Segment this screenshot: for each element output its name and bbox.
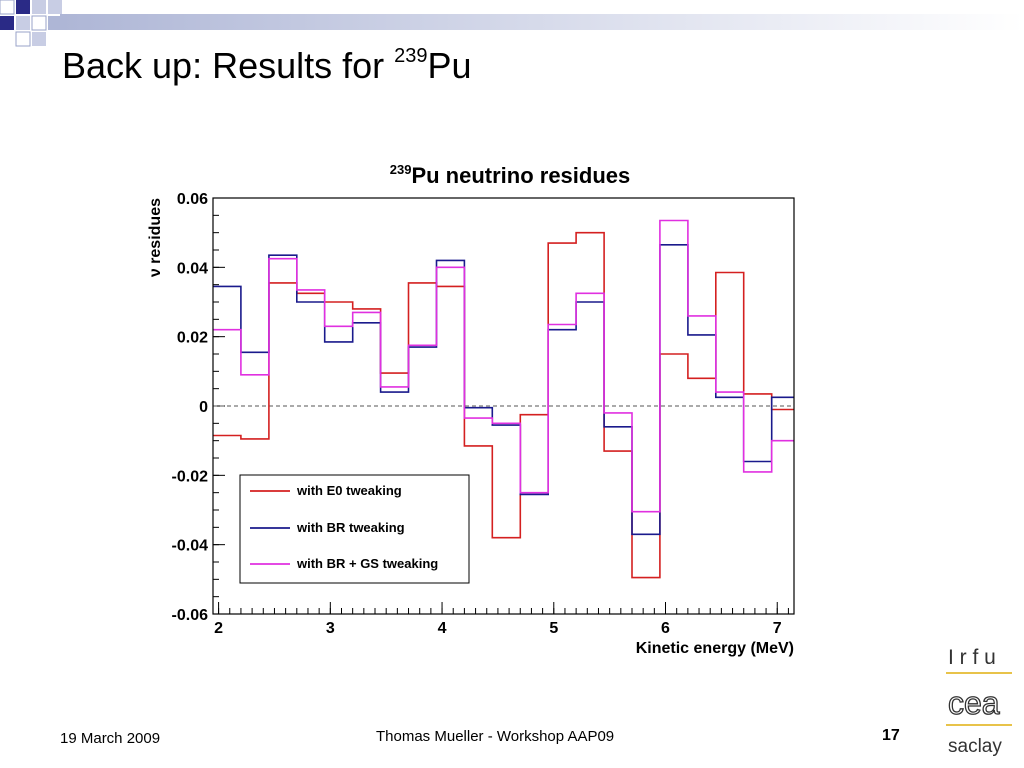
plot-frame bbox=[212, 197, 795, 615]
legend-label: with BR tweaking bbox=[296, 520, 405, 535]
x-tick-label: 5 bbox=[549, 620, 558, 637]
corner-decoration bbox=[0, 0, 1024, 47]
x-tick-label: 2 bbox=[214, 620, 223, 637]
slide-title-main: Back up: Results for bbox=[62, 45, 395, 86]
series-line-2 bbox=[213, 244, 794, 536]
chart-title-text: Pu neutrino residues bbox=[411, 163, 630, 188]
x-axis-label: Kinetic energy (MeV) bbox=[636, 640, 794, 657]
x-tick-label: 7 bbox=[773, 620, 782, 637]
decor-square bbox=[48, 0, 62, 14]
decor-square bbox=[16, 16, 30, 30]
cea-logo-text: cea bbox=[948, 685, 1000, 721]
irfu-logo-text: I r f u bbox=[948, 646, 996, 669]
y-tick-label: 0.04 bbox=[177, 260, 208, 277]
decor-square bbox=[0, 16, 14, 30]
tick-layer: -0.06 -0.04 -0.02 0 0.02 0.04 0.06 2 3 4 5 6 7 bbox=[172, 191, 794, 637]
decor-square bbox=[31, 15, 47, 31]
y-tick-label: -0.02 bbox=[172, 468, 209, 485]
y-tick-label: 0.06 bbox=[177, 191, 208, 208]
y-tick-label: -0.06 bbox=[172, 607, 209, 624]
slide-title: Back up: Results for 239Pu bbox=[62, 46, 472, 84]
footer-date: 19 March 2009 bbox=[60, 730, 161, 747]
x-tick-label: 3 bbox=[326, 620, 335, 637]
legend-label: with BR + GS tweaking bbox=[296, 556, 438, 571]
footer-author: Thomas Mueller - Workshop AAP09 bbox=[376, 728, 615, 745]
top-gradient-bar bbox=[60, 14, 1024, 30]
chart-legend: with E0 tweaking with BR tweaking with BR … bbox=[239, 474, 470, 584]
chart-title: 239Pu neutrino residues bbox=[390, 162, 631, 188]
decor-square bbox=[32, 0, 46, 14]
y-tick-label: 0.02 bbox=[177, 330, 208, 347]
saclay-logo-overline bbox=[946, 724, 1012, 726]
decor-square bbox=[32, 32, 46, 46]
irfu-logo-underline bbox=[946, 672, 1012, 674]
institution-logos: I r f u cea saclay bbox=[946, 646, 1012, 757]
saclay-logo-text: saclay bbox=[948, 736, 1002, 757]
decor-square bbox=[48, 16, 62, 30]
decor-square bbox=[0, 0, 15, 15]
y-tick-label: 0 bbox=[199, 399, 208, 416]
series-line-1 bbox=[213, 231, 794, 579]
footer-page-number: 17 bbox=[882, 727, 900, 744]
decor-square bbox=[15, 31, 31, 47]
legend-box bbox=[239, 474, 470, 584]
x-tick-label: 6 bbox=[661, 620, 670, 637]
series-layer bbox=[213, 219, 794, 579]
residues-chart: 239Pu neutrino residues -0.06 -0.04 -0.02 0… bbox=[140, 150, 810, 660]
slide-title-superscript: 239 bbox=[394, 45, 428, 67]
y-axis-label: ν residues bbox=[147, 198, 164, 277]
slide-title-end: Pu bbox=[427, 45, 472, 86]
series-line-3 bbox=[213, 219, 794, 513]
decor-square bbox=[16, 0, 30, 14]
y-tick-label: -0.04 bbox=[172, 538, 209, 555]
chart-title-superscript: 239 bbox=[390, 162, 412, 177]
legend-label: with E0 tweaking bbox=[296, 483, 402, 498]
x-tick-label: 4 bbox=[438, 620, 447, 637]
